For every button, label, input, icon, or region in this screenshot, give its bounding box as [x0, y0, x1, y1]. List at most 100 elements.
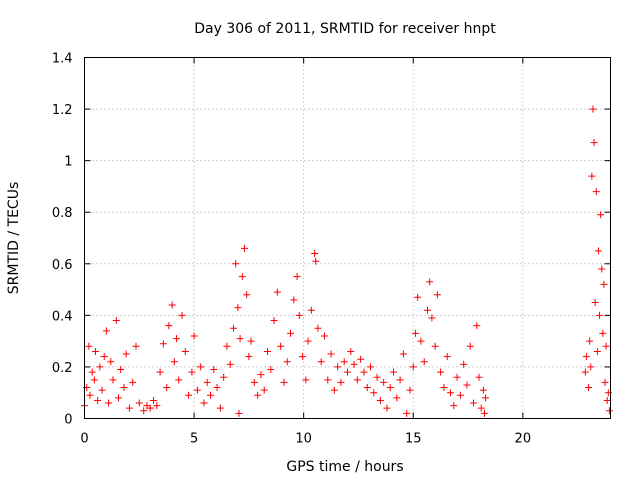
- data-point: [380, 378, 388, 386]
- data-point: [230, 324, 238, 332]
- data-point: [140, 407, 148, 415]
- data-point: [267, 366, 275, 374]
- data-point: [390, 368, 398, 376]
- data-point: [207, 391, 215, 399]
- data-point: [599, 329, 607, 337]
- data-point: [91, 347, 99, 355]
- axis-ticks: 0 0.2 0.4 0.6 0.8 1 1.2 1.4 0 5 10 15 20: [52, 52, 611, 447]
- data-point: [109, 376, 117, 384]
- data-point: [302, 376, 310, 384]
- data-point: [260, 386, 268, 394]
- data-point: [428, 314, 436, 322]
- data-point: [216, 404, 224, 412]
- data-point: [602, 342, 610, 350]
- data-point: [373, 373, 381, 381]
- data-point: [197, 363, 205, 371]
- data-point: [330, 386, 338, 394]
- data-point: [200, 399, 208, 407]
- data-point: [466, 342, 474, 350]
- data-point: [98, 386, 106, 394]
- data-point: [406, 386, 414, 394]
- data-point: [178, 311, 186, 319]
- data-point: [102, 327, 110, 335]
- data-point: [383, 404, 391, 412]
- data-point: [290, 296, 298, 304]
- data-point: [245, 353, 253, 361]
- data-point: [234, 304, 242, 312]
- data-point: [363, 384, 371, 392]
- data-point: [122, 350, 130, 358]
- data-point: [88, 368, 96, 376]
- data-point: [327, 350, 335, 358]
- data-point: [287, 329, 295, 337]
- data-point: [293, 273, 301, 281]
- data-point: [117, 366, 125, 374]
- data-point: [591, 298, 599, 306]
- y-tick-label: 0.2: [52, 361, 73, 376]
- data-point: [125, 404, 133, 412]
- x-tick-label: 10: [295, 432, 312, 447]
- grid-lines: [84, 57, 611, 419]
- data-point: [250, 378, 258, 386]
- data-point: [257, 371, 265, 379]
- data-point: [107, 358, 115, 366]
- data-point: [299, 353, 307, 361]
- y-tick-label: 1.4: [52, 52, 73, 67]
- data-point: [105, 399, 113, 407]
- data-point: [337, 378, 345, 386]
- data-point: [585, 384, 593, 392]
- data-point: [283, 358, 291, 366]
- data-point: [344, 368, 351, 376]
- data-point: [598, 265, 606, 273]
- data-point: [100, 353, 108, 361]
- data-point: [480, 409, 488, 417]
- data-point: [396, 376, 404, 384]
- data-point: [605, 407, 613, 415]
- data-point: [120, 384, 128, 392]
- data-point: [386, 384, 394, 392]
- data-point: [132, 342, 140, 350]
- data-point: [594, 247, 602, 255]
- data-point: [376, 396, 384, 404]
- y-axis-label: SRMTID / TECUs: [6, 182, 22, 295]
- data-point: [603, 396, 611, 404]
- data-point: [440, 384, 448, 392]
- data-point: [193, 386, 201, 394]
- data-point: [587, 363, 595, 371]
- data-point: [409, 363, 417, 371]
- data-point: [135, 399, 143, 407]
- data-point: [450, 402, 458, 410]
- data-point: [226, 360, 234, 368]
- data-point: [475, 373, 483, 381]
- data-point: [94, 396, 102, 404]
- data-point: [581, 368, 589, 376]
- y-tick-label: 0: [64, 413, 72, 428]
- data-point: [317, 358, 325, 366]
- data-point: [114, 394, 122, 402]
- data-point: [165, 322, 173, 330]
- data-point: [590, 139, 598, 147]
- data-point: [360, 368, 368, 376]
- y-tick-label: 0.4: [52, 309, 73, 324]
- y-tick-label: 0.8: [52, 206, 73, 221]
- data-point: [163, 384, 171, 392]
- data-point: [153, 402, 161, 410]
- data-point: [90, 376, 98, 384]
- data-point: [403, 409, 411, 417]
- data-point: [320, 332, 328, 340]
- data-point: [370, 389, 378, 397]
- data-point: [146, 404, 154, 412]
- data-point: [592, 188, 600, 196]
- data-point: [173, 335, 181, 343]
- data-point: [235, 409, 243, 417]
- data-point: [150, 396, 158, 404]
- data-point: [367, 363, 375, 371]
- data-point: [453, 373, 461, 381]
- data-point: [185, 391, 193, 399]
- data-point: [190, 332, 198, 340]
- data-point: [588, 172, 596, 180]
- x-tick-label: 0: [80, 432, 88, 447]
- data-point: [582, 353, 590, 361]
- data-point: [350, 360, 358, 368]
